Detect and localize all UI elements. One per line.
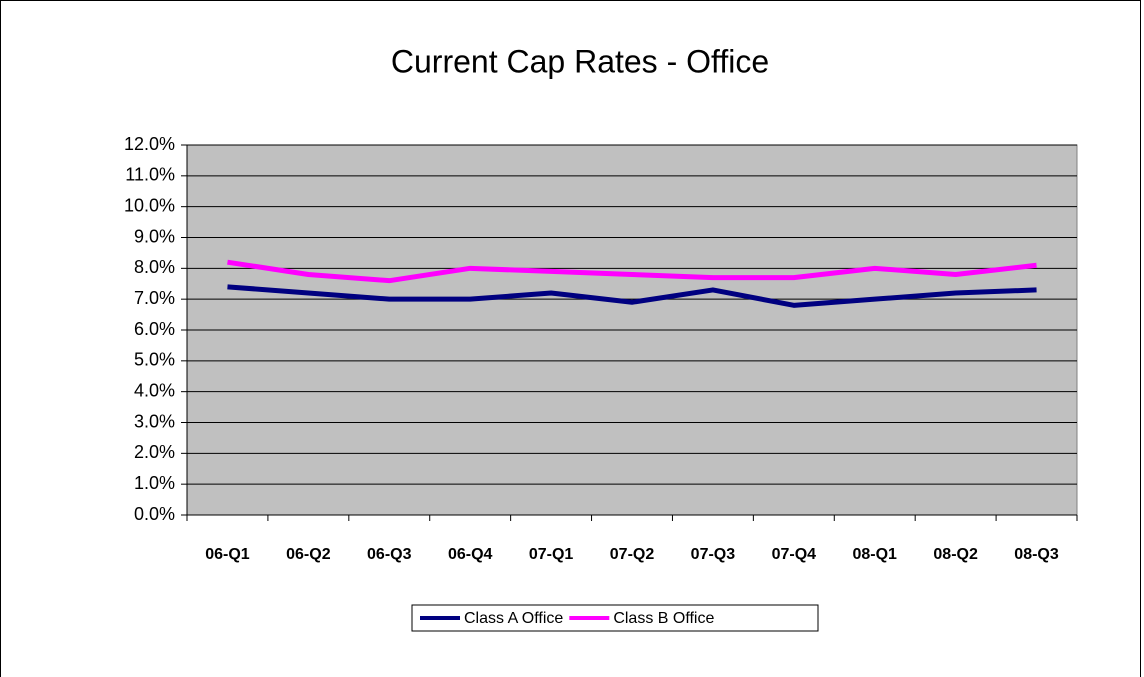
x-tick-label: 06-Q3 <box>367 546 412 563</box>
series-line <box>227 259 1037 284</box>
x-tick-label: 08-Q1 <box>852 546 897 563</box>
y-tick-label: 7.0% <box>134 288 175 308</box>
y-tick-label: 12.0% <box>124 134 175 154</box>
y-tick-label: 6.0% <box>134 319 175 339</box>
x-tick-label: 07-Q1 <box>529 546 574 563</box>
y-tick-label: 5.0% <box>134 350 175 370</box>
x-tick-label: 07-Q4 <box>772 546 817 563</box>
x-tick-label: 07-Q2 <box>610 546 655 563</box>
y-tick-label: 10.0% <box>124 195 175 215</box>
x-tick-label: 08-Q2 <box>933 546 978 563</box>
y-tick-label: 2.0% <box>134 442 175 462</box>
legend-label: Class B Office <box>613 610 714 627</box>
y-tick-label: 9.0% <box>134 226 175 246</box>
y-tick-label: 3.0% <box>134 411 175 431</box>
legend-label: Class A Office <box>464 610 563 627</box>
y-tick-label: 4.0% <box>134 380 175 400</box>
y-tick-label: 11.0% <box>125 165 175 185</box>
series-line <box>227 284 1037 308</box>
y-tick-label: 8.0% <box>134 257 175 277</box>
y-tick-label: 0.0% <box>134 504 175 524</box>
legend-box <box>411 604 819 632</box>
x-tick-label: 06-Q4 <box>448 546 493 563</box>
x-tick-label: 06-Q2 <box>286 546 331 563</box>
chart-title: Current Cap Rates - Office <box>391 43 769 79</box>
y-tick-label: 1.0% <box>134 473 175 493</box>
x-tick-label: 08-Q3 <box>1014 546 1059 563</box>
x-tick-label: 06-Q1 <box>205 546 250 563</box>
x-tick-label: 07-Q3 <box>691 546 736 563</box>
